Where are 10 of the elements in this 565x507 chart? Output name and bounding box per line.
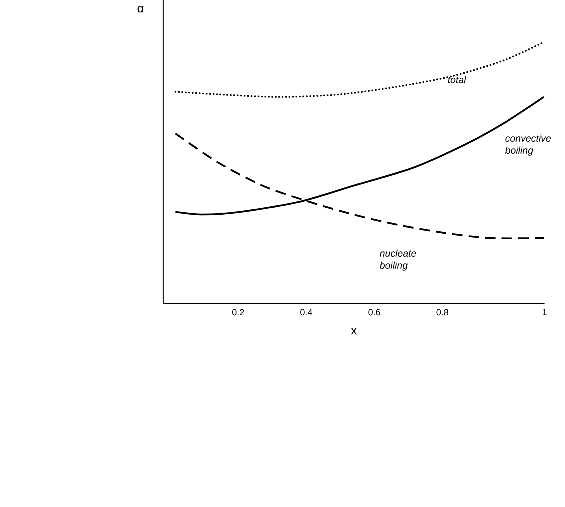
series-label: total bbox=[448, 76, 466, 84]
x-axis-title: x bbox=[351, 328, 357, 334]
text: nucleate boiling bbox=[380, 250, 416, 271]
x-tick-label: 0.8 bbox=[436, 309, 449, 316]
x-tick-label: 0.4 bbox=[300, 309, 312, 316]
x-tick-label: 0.2 bbox=[232, 309, 244, 316]
x-tick-label: 1 bbox=[542, 309, 547, 316]
series-label: convective boiling bbox=[505, 134, 551, 156]
x-tick-label: 0.6 bbox=[368, 309, 380, 316]
y-axis-title: α bbox=[138, 6, 144, 12]
